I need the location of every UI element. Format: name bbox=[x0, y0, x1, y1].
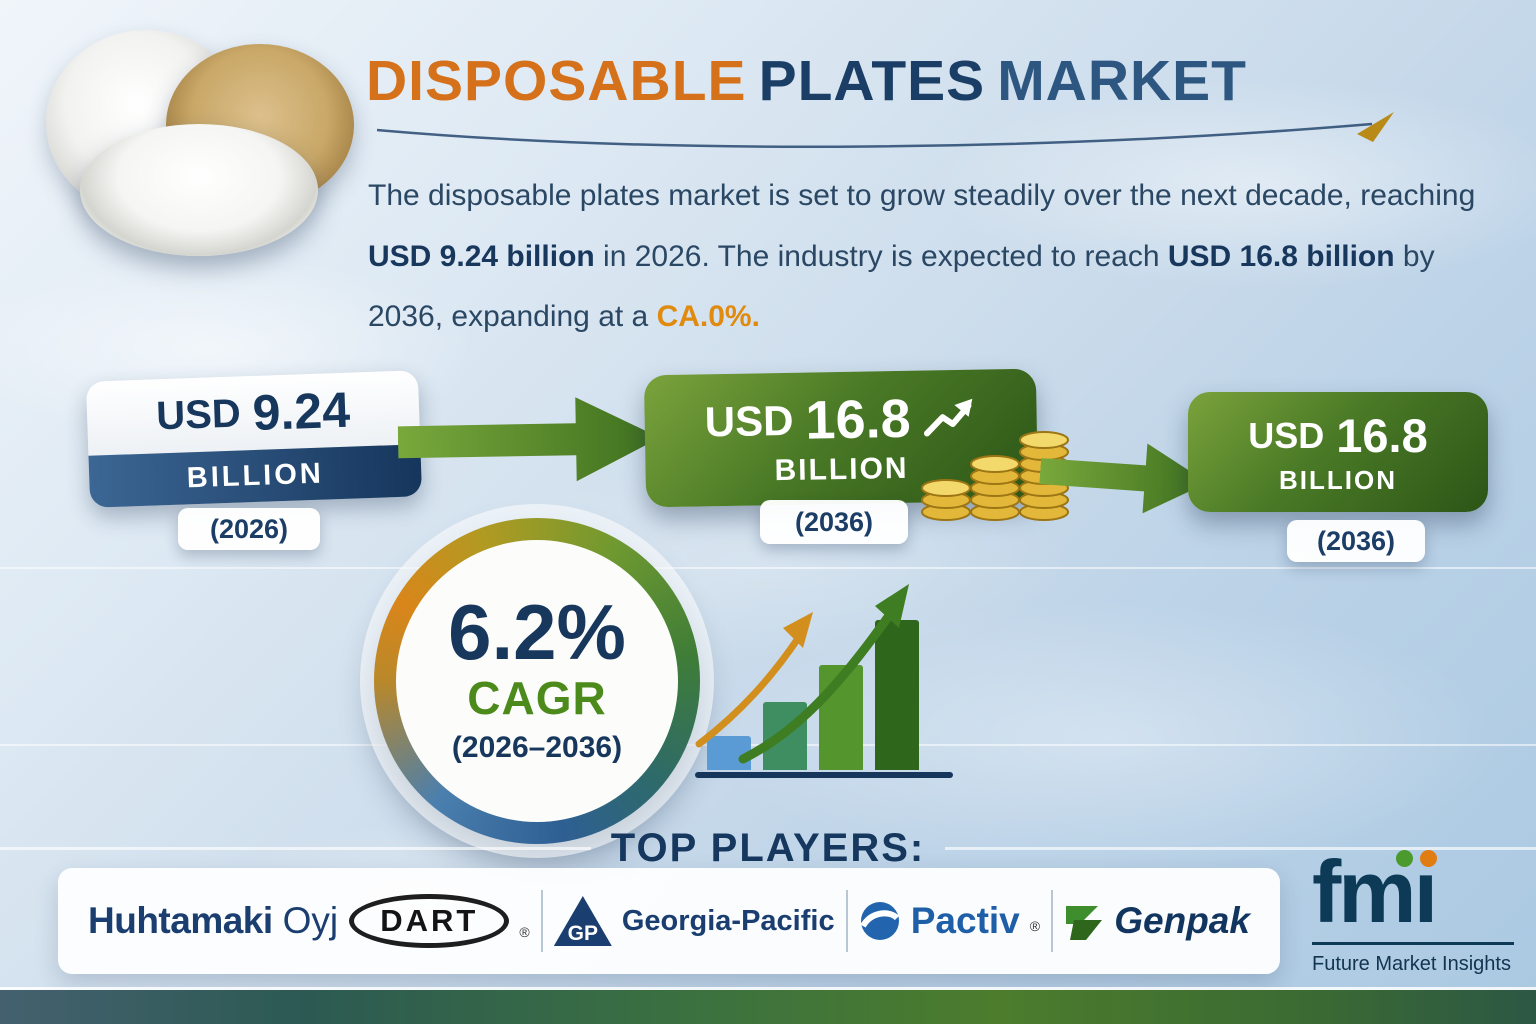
stat-2026-number: 9.24 bbox=[251, 381, 351, 442]
logo-huhtamaki: Huhtamaki Oyj bbox=[88, 900, 338, 942]
bottom-divider-line bbox=[0, 987, 1536, 990]
logo-divider bbox=[1051, 890, 1054, 952]
stat-2036-right-number: 16.8 bbox=[1336, 409, 1428, 462]
bottom-gradient-bar bbox=[0, 990, 1536, 1024]
fmi-orange-dot-icon bbox=[1420, 850, 1437, 867]
mini-bar bbox=[819, 665, 863, 770]
stat-badge-2036-main: USD 16.8 BILLION bbox=[643, 368, 1039, 508]
disposable-plates-image bbox=[34, 16, 369, 261]
logo-pactiv: Pactiv ® bbox=[859, 900, 1040, 942]
desc-text-1: The disposable plates market is set to g… bbox=[368, 179, 1476, 212]
title-underline-arrow-icon bbox=[376, 112, 1394, 149]
divider-line bbox=[0, 567, 1536, 569]
stat-2026-unit: BILLION bbox=[88, 444, 423, 508]
huhtamaki-wordmark: Huhtamaki bbox=[88, 900, 273, 941]
intro-paragraph: The disposable plates market is set to g… bbox=[368, 166, 1488, 348]
desc-highlight-2036-value: USD 16.8 billion bbox=[1167, 239, 1395, 273]
cagr-circle-inner: 6.2% CAGR (2026–2036) bbox=[396, 540, 678, 822]
cagr-period: (2026–2036) bbox=[451, 730, 623, 764]
fmi-wordmark: fmı bbox=[1312, 848, 1438, 936]
logo-divider bbox=[845, 890, 848, 952]
top-players-logos-card: Huhtamaki Oyj DART ® GP Georgia-Pacific … bbox=[58, 868, 1280, 974]
heading-line-left bbox=[0, 847, 591, 850]
logo-divider bbox=[540, 890, 543, 952]
stat-2036-value: USD 16.8 bbox=[704, 387, 977, 454]
dart-wordmark: DART bbox=[349, 894, 510, 948]
mini-bar bbox=[875, 620, 919, 770]
desc-text-3: by 2036, expanding at a bbox=[368, 239, 1435, 334]
stat-2026-year-pill: (2026) bbox=[178, 508, 320, 550]
logo-genpak: Genpak bbox=[1064, 900, 1250, 942]
heading-line-right bbox=[945, 847, 1536, 850]
dart-registered-mark: ® bbox=[519, 924, 530, 940]
stat-2026-currency: USD bbox=[155, 390, 242, 438]
uptrend-arrow-icon bbox=[923, 398, 973, 437]
genpak-leaf-icon bbox=[1066, 906, 1103, 940]
stat-badge-2036-right: USD 16.8 BILLION bbox=[1188, 392, 1488, 512]
top-players-heading: TOP PLAYERS: bbox=[610, 826, 926, 870]
cagr-value: 6.2% bbox=[448, 588, 626, 677]
stat-2036-unit: BILLION bbox=[774, 451, 909, 488]
gp-letters: GP bbox=[567, 921, 598, 945]
stat-badge-2026: USD 9.24 BILLION bbox=[85, 370, 423, 508]
stat-2036-right-year-pill: (2036) bbox=[1287, 520, 1425, 562]
growth-arrow-icon bbox=[397, 397, 660, 482]
stat-2036-currency: USD bbox=[704, 396, 794, 446]
fmi-logo: fmı Future Market Insights bbox=[1312, 848, 1522, 976]
georgia-pacific-gp-icon: GP bbox=[553, 896, 612, 946]
top-players-row: TOP PLAYERS: bbox=[0, 826, 1536, 871]
mini-bar bbox=[763, 702, 807, 770]
stat-2036-right-currency: USD bbox=[1248, 414, 1325, 456]
stat-2026-value: USD 9.24 bbox=[85, 370, 421, 456]
title-word-market: MARKET bbox=[997, 49, 1247, 113]
title-word-disposable: DISPOSABLE bbox=[366, 49, 747, 113]
white-plate-front-image bbox=[80, 124, 318, 256]
growth-arrow-icon bbox=[1039, 443, 1208, 514]
chart-baseline bbox=[695, 772, 953, 778]
fmi-green-dot-icon bbox=[1396, 850, 1413, 867]
logo-dart: DART ® bbox=[349, 894, 530, 948]
huhtamaki-oyj-text: Oyj bbox=[282, 900, 339, 941]
growth-bar-chart bbox=[695, 580, 955, 778]
pactiv-registered-mark: ® bbox=[1029, 918, 1041, 934]
chart-bars bbox=[707, 620, 919, 770]
georgia-pacific-wordmark: Georgia-Pacific bbox=[621, 904, 835, 937]
stat-2036-right-unit: BILLION bbox=[1279, 465, 1397, 495]
cagr-circle: 6.2% CAGR (2026–2036) bbox=[374, 518, 700, 844]
cagr-label: CAGR bbox=[467, 672, 607, 725]
stat-2036-number: 16.8 bbox=[804, 388, 912, 451]
desc-highlight-cagr: CA.0%. bbox=[656, 300, 760, 334]
page-title: DISPOSABLE PLATES MARKET bbox=[366, 48, 1247, 114]
logo-georgia-pacific: GP Georgia-Pacific bbox=[553, 896, 835, 946]
pactiv-globe-icon bbox=[860, 902, 899, 940]
mini-bar bbox=[707, 736, 751, 770]
desc-text-2: in 2026. The industry is expected to rea… bbox=[594, 239, 1168, 273]
pactiv-wordmark: Pactiv bbox=[910, 900, 1020, 941]
fmi-tagline: Future Market Insights bbox=[1312, 953, 1511, 975]
stat-2036-right-value: USD 16.8 bbox=[1248, 408, 1428, 463]
fmi-divider-line bbox=[1312, 942, 1514, 945]
genpak-wordmark: Genpak bbox=[1114, 900, 1250, 941]
stat-2036-year-pill: (2036) bbox=[760, 500, 908, 544]
desc-highlight-2026-value: USD 9.24 billion bbox=[368, 239, 595, 273]
title-word-plates: PLATES bbox=[758, 49, 986, 113]
